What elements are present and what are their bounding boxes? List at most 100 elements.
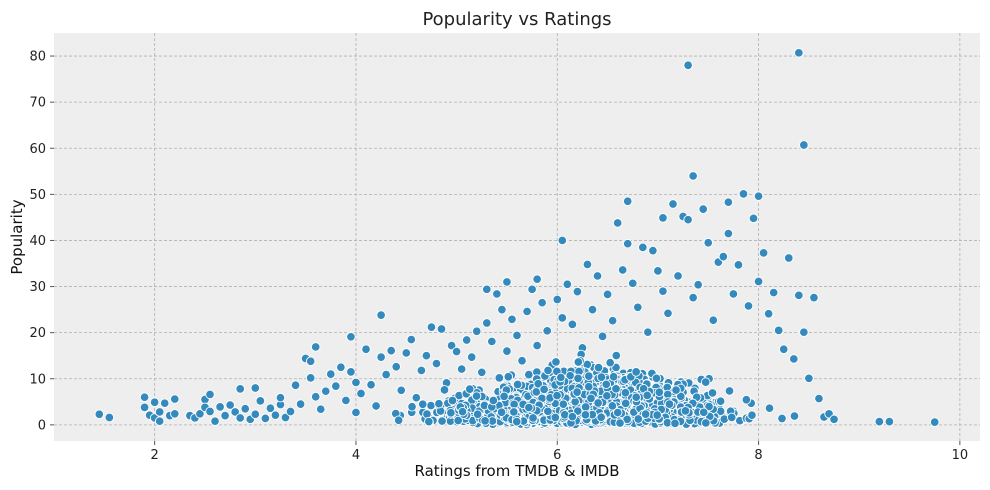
data-point — [615, 418, 625, 428]
data-point — [509, 407, 519, 417]
data-point — [502, 277, 512, 287]
data-point — [703, 238, 713, 248]
data-point — [596, 372, 607, 382]
data-point — [552, 390, 562, 401]
y-tick-label: 20 — [29, 326, 46, 341]
y-tick-label: 80 — [29, 50, 46, 65]
data-point — [539, 384, 549, 395]
data-point — [205, 406, 215, 417]
data-point — [874, 416, 885, 427]
data-point — [527, 284, 537, 295]
data-point — [559, 410, 570, 420]
data-point — [480, 416, 490, 426]
data-point — [537, 297, 547, 308]
data-point — [741, 394, 752, 405]
data-point — [583, 382, 594, 392]
data-point — [764, 403, 775, 413]
data-point — [386, 345, 396, 356]
data-point — [517, 356, 527, 366]
data-point — [466, 352, 477, 362]
data-point — [453, 415, 463, 426]
data-point — [628, 278, 638, 289]
data-point — [356, 388, 366, 399]
data-point — [154, 407, 165, 417]
data-point — [376, 310, 386, 320]
data-point — [351, 407, 361, 418]
data-point — [225, 400, 235, 410]
data-point — [275, 392, 286, 403]
data-point — [451, 346, 462, 357]
x-tick-label: 10 — [952, 448, 969, 463]
data-point — [457, 406, 468, 417]
x-axis-label: Ratings from TMDB & IMDB — [414, 462, 619, 480]
data-point — [784, 253, 794, 263]
data-point — [723, 197, 734, 207]
data-point — [743, 301, 754, 311]
data-point — [159, 398, 170, 408]
data-point — [572, 286, 583, 297]
data-point — [407, 402, 417, 412]
data-point — [701, 418, 711, 428]
data-point — [611, 350, 622, 361]
x-tick-label: 6 — [553, 448, 561, 463]
data-point — [688, 171, 698, 181]
data-point — [533, 379, 543, 389]
data-point — [718, 251, 729, 262]
data-point — [351, 377, 361, 388]
data-point — [497, 304, 507, 315]
data-point — [149, 397, 160, 408]
data-point — [573, 357, 584, 367]
data-point — [708, 315, 719, 325]
y-tick-label: 50 — [29, 188, 46, 203]
data-point — [738, 189, 749, 199]
data-point — [658, 213, 668, 223]
y-tick-label: 10 — [29, 372, 46, 387]
data-point — [789, 354, 799, 364]
data-point — [653, 266, 663, 276]
data-point — [376, 352, 386, 362]
data-point — [584, 371, 594, 381]
data-point — [411, 392, 422, 403]
data-point — [502, 346, 512, 356]
data-point — [597, 331, 608, 342]
data-point — [326, 369, 336, 379]
data-point — [573, 373, 583, 384]
x-tick-label: 8 — [754, 448, 762, 463]
data-point — [139, 392, 150, 402]
data-point — [794, 48, 804, 58]
data-point — [305, 356, 316, 366]
data-point — [285, 406, 296, 417]
data-point — [773, 325, 784, 336]
data-point — [94, 409, 105, 420]
data-point — [748, 213, 759, 224]
data-point — [652, 410, 662, 420]
data-point — [310, 342, 321, 352]
data-point — [437, 416, 447, 426]
data-point — [431, 358, 442, 369]
data-point — [794, 290, 804, 301]
data-point — [643, 327, 653, 337]
data-point — [631, 392, 641, 402]
data-point — [804, 373, 814, 384]
data-point — [154, 416, 165, 426]
x-tick-label: 4 — [352, 448, 360, 463]
data-point — [439, 385, 450, 395]
data-point — [593, 398, 603, 408]
data-point — [482, 284, 492, 295]
data-point — [472, 409, 483, 419]
data-point — [434, 398, 444, 409]
data-point — [580, 410, 591, 420]
data-point — [777, 413, 787, 424]
data-point — [240, 403, 250, 414]
data-point — [570, 396, 580, 407]
data-point — [346, 367, 356, 377]
data-point — [361, 344, 371, 355]
data-point — [424, 416, 434, 427]
data-point — [640, 409, 651, 419]
data-point — [310, 391, 321, 402]
data-point — [295, 399, 306, 409]
data-point — [461, 335, 472, 345]
data-point — [809, 292, 819, 303]
data-point — [421, 350, 432, 361]
data-point — [587, 304, 598, 315]
